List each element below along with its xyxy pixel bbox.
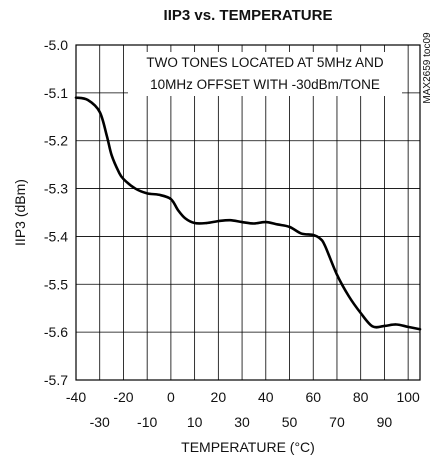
x-tick-label: -30	[90, 414, 110, 430]
x-tick-label: 50	[282, 414, 298, 430]
x-tick-label: 100	[396, 389, 420, 405]
y-tick-labels: -5.0 -5.1 -5.2 -5.3 -5.4 -5.5 -5.6 -5.7	[44, 37, 68, 388]
y-tick-label: -5.2	[44, 133, 68, 149]
annotation-background	[128, 52, 402, 96]
y-tick-label: -5.0	[44, 37, 68, 53]
x-tick-label: -10	[137, 414, 157, 430]
series-line	[74, 96, 422, 331]
y-tick-label: -5.4	[44, 228, 68, 244]
y-tick-label: -5.1	[44, 85, 68, 101]
annotation-line-1: TWO TONES LOCATED AT 5MHz AND	[146, 55, 384, 70]
y-tick-label: -5.3	[44, 181, 68, 197]
x-tick-label: 40	[258, 389, 274, 405]
x-tick-label: -40	[66, 389, 86, 405]
x-axis-label: TEMPERATURE (°C)	[181, 439, 315, 455]
plot-frame	[75, 44, 421, 381]
annotation-line-2: 10MHz OFFSET WITH -30dBm/TONE	[150, 77, 380, 92]
figure-code: MAX2659 toc09	[422, 32, 433, 104]
x-tick-label: 70	[329, 414, 345, 430]
x-tick-label: 90	[377, 414, 393, 430]
x-tick-label: 0	[167, 389, 175, 405]
x-tick-label: 80	[353, 389, 369, 405]
x-tick-label: 30	[234, 414, 250, 430]
grid	[76, 45, 420, 380]
x-tick-label: 10	[187, 414, 203, 430]
y-tick-label: -5.6	[44, 324, 68, 340]
chart-title: IIP3 vs. TEMPERATURE	[164, 7, 333, 24]
x-tick-label: 20	[211, 389, 227, 405]
y-tick-label: -5.7	[44, 372, 68, 388]
x-tick-label: 60	[305, 389, 321, 405]
x-tick-label: -20	[113, 389, 133, 405]
y-tick-label: -5.5	[44, 276, 68, 292]
y-axis-label: IIP3 (dBm)	[12, 179, 28, 246]
